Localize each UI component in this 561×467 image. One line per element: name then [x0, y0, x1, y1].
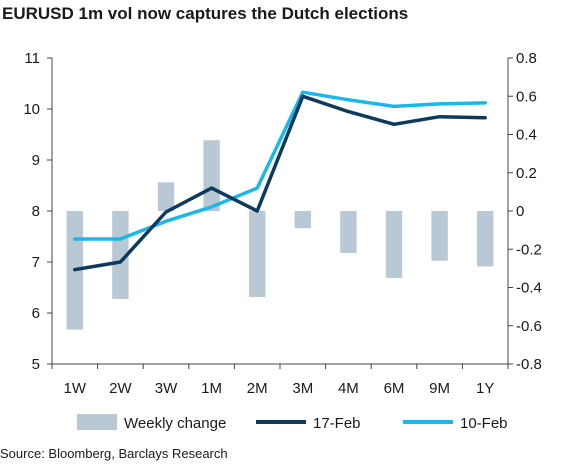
- right-tick-label: 0.4: [516, 127, 537, 144]
- right-tick-label: -0.8: [516, 356, 542, 373]
- x-tick-label: 1W: [64, 380, 87, 397]
- bar-6M: [385, 211, 403, 278]
- left-tick-label: 5: [32, 356, 40, 373]
- x-tick-label: 4M: [338, 380, 359, 397]
- left-tick-label: 7: [32, 254, 40, 271]
- line-17-feb: [73, 94, 487, 272]
- bar-1M: [203, 140, 220, 211]
- x-tick-label: 6M: [384, 380, 405, 397]
- right-tick-label: 0.6: [516, 88, 537, 105]
- x-tick-label: 1Y: [476, 380, 494, 397]
- right-tick-label: -0.4: [516, 280, 542, 297]
- axes: [47, 57, 513, 369]
- right-tick-label: 0.2: [516, 165, 537, 182]
- left-tick-label: 9: [32, 152, 40, 169]
- x-tick-label: 2W: [109, 380, 132, 397]
- left-tick-label: 10: [23, 101, 40, 118]
- x-tick-label: 1M: [201, 380, 222, 397]
- line-series: [73, 90, 487, 272]
- legend: Weekly change 17-Feb 10-Feb: [77, 414, 508, 432]
- left-tick-label: 6: [32, 305, 40, 322]
- bar-3W: [157, 182, 175, 211]
- bar-4M: [340, 211, 357, 254]
- legend-label-10feb: 10-Feb: [460, 415, 508, 432]
- x-tick-label: 3W: [155, 380, 178, 397]
- x-tick-label: 3M: [292, 380, 313, 397]
- legend-label-weekly-change: Weekly change: [124, 415, 226, 432]
- bar-9M: [431, 211, 448, 261]
- right-tick-label: -0.6: [516, 318, 542, 335]
- chart-title: EURUSD 1m vol now captures the Dutch ele…: [2, 4, 409, 23]
- line-10-feb: [73, 90, 487, 241]
- bar-2W: [112, 211, 129, 299]
- x-tick-label: 9M: [429, 380, 450, 397]
- bar-2M: [248, 211, 266, 298]
- right-tick-label: 0.8: [516, 50, 537, 67]
- left-tick-label: 11: [24, 50, 40, 67]
- x-tick-label: 2M: [247, 380, 268, 397]
- right-tick-label: -0.2: [516, 241, 542, 258]
- legend-swatch-weekly-change: [77, 414, 117, 430]
- bar-1Y: [476, 211, 494, 267]
- chart-source: Source: Bloomberg, Barclays Research: [0, 446, 228, 461]
- bar-series: [66, 140, 494, 330]
- bar-3M: [294, 211, 312, 229]
- tick-labels: 5 6 7 8 9 10 11 -0.8 -0.6 -0.4 -0.2 0 0.2 0.4 0.6 0.8 1W…: [23, 50, 542, 397]
- right-tick-label: 0: [516, 203, 524, 220]
- left-tick-label: 8: [32, 203, 40, 220]
- legend-label-17feb: 17-Feb: [313, 415, 361, 432]
